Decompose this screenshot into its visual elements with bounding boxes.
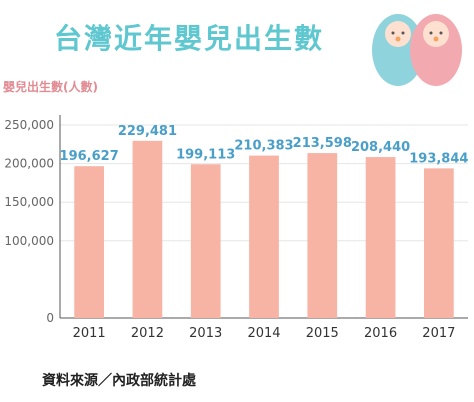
bar bbox=[132, 140, 163, 318]
x-tick-label: 2011 bbox=[73, 326, 106, 341]
bar bbox=[74, 166, 105, 318]
data-label: 208,440 bbox=[351, 140, 410, 155]
y-tick-label: 150,000 bbox=[4, 195, 54, 209]
x-tick-label: 2014 bbox=[247, 326, 280, 341]
data-label: 196,627 bbox=[60, 149, 119, 164]
bar bbox=[423, 168, 454, 318]
y-axis-label: 嬰兒出生數(人數) bbox=[3, 80, 98, 94]
data-source: 資料來源／內政部統計處 bbox=[42, 373, 196, 389]
x-tick-label: 2013 bbox=[189, 326, 222, 341]
y-tick-label: 250,000 bbox=[4, 118, 54, 132]
x-tick-label: 2016 bbox=[364, 326, 397, 341]
data-label: 193,844 bbox=[409, 151, 468, 166]
data-label: 199,113 bbox=[176, 147, 235, 162]
bar bbox=[365, 157, 396, 318]
data-label: 213,598 bbox=[293, 136, 352, 151]
bar bbox=[249, 155, 279, 318]
bar bbox=[307, 153, 338, 318]
y-tick-label: 0 bbox=[46, 311, 54, 325]
x-tick-label: 2012 bbox=[131, 326, 164, 341]
y-tick-label: 200,000 bbox=[4, 157, 54, 171]
data-label: 210,383 bbox=[234, 139, 293, 154]
y-tick-label: 100,000 bbox=[4, 234, 54, 248]
bar bbox=[190, 164, 221, 318]
x-tick-label: 2017 bbox=[422, 326, 455, 341]
chart-title: 台灣近年嬰兒出生數 bbox=[53, 22, 324, 55]
x-tick-label: 2015 bbox=[306, 326, 339, 341]
data-label: 229,481 bbox=[118, 124, 177, 139]
